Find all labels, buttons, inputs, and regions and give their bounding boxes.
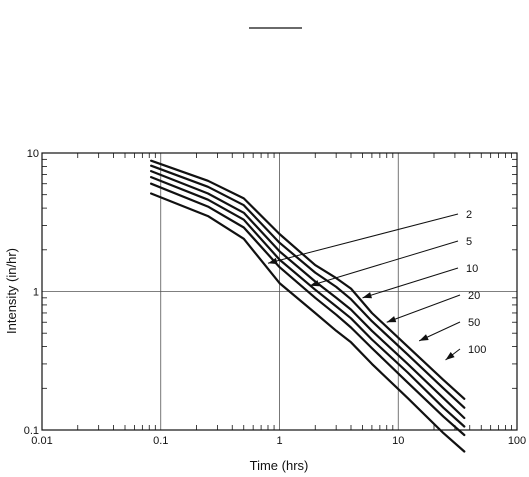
arrowhead-10 (362, 292, 372, 299)
annotation-layer: 2 5 10 20 50 100 (267, 209, 486, 361)
y-tick-label: 0.1 (24, 425, 39, 437)
arrowhead-100 (445, 352, 455, 360)
y-tick-label: 1 (33, 287, 39, 299)
series-line-20 (150, 170, 466, 420)
annotation-label-10: 10 (466, 263, 478, 275)
y-tick-label: 10 (27, 148, 39, 160)
annotation-label-20: 20 (468, 290, 480, 302)
arrowhead-20 (386, 316, 397, 323)
series-layer (150, 159, 466, 453)
series-line-5 (150, 182, 466, 437)
arrowhead-2 (268, 257, 278, 265)
arrowhead-5 (309, 280, 320, 287)
annotation-label-100: 100 (468, 344, 486, 356)
annotation-label-5: 5 (466, 236, 472, 248)
leader-line-10 (362, 267, 459, 299)
series-line-10 (150, 176, 466, 428)
x-tick-label: 0.01 (31, 435, 52, 447)
plot-frame (41, 152, 518, 431)
arrowhead-50 (419, 334, 429, 341)
series-line-2 (150, 192, 466, 453)
x-tick-label: 100 (508, 435, 526, 447)
leader-line-5 (309, 240, 459, 287)
annotation-label-50: 50 (468, 317, 480, 329)
minor-tick-layer (42, 153, 517, 430)
grid-layer (42, 153, 517, 430)
series-line-50 (150, 164, 466, 409)
leader-line-20 (386, 294, 461, 323)
annotation-label-2: 2 (466, 209, 472, 221)
y-axis-label: Intensity (in/hr) (4, 248, 19, 334)
x-tick-label: 1 (276, 435, 282, 447)
x-axis-label: Time (hrs) (250, 458, 309, 473)
x-tick-label: 10 (392, 435, 404, 447)
leader-line-2 (267, 213, 459, 264)
x-tick-label: 0.1 (153, 435, 168, 447)
